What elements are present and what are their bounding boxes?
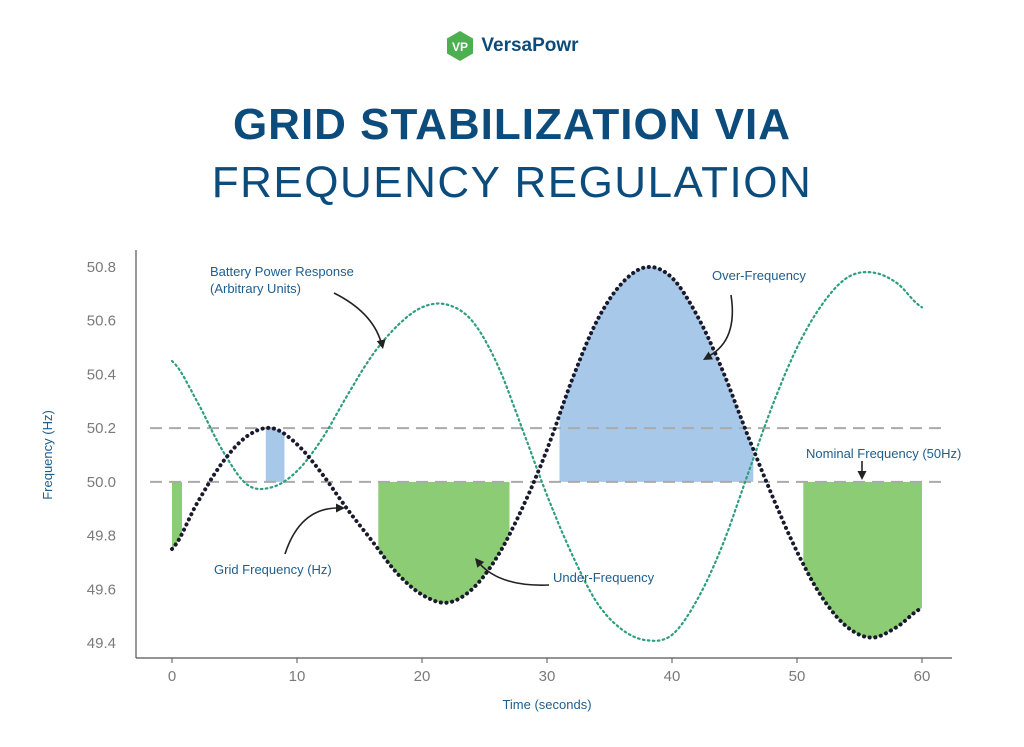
series-lines bbox=[170, 264, 924, 642]
nominal-arrowhead bbox=[857, 471, 867, 480]
battery-response-line bbox=[170, 271, 924, 642]
page-title-line-1: GRID STABILIZATION VIA bbox=[232, 100, 792, 149]
annotations: Battery Power Response (Arbitrary Units) O… bbox=[210, 264, 961, 586]
page-title-line-2: FREQUENCY REGULATION bbox=[211, 158, 813, 207]
reference-lines bbox=[150, 427, 948, 483]
under-arrow-line bbox=[478, 562, 550, 586]
y-tick-label: 49.8 bbox=[87, 528, 116, 545]
chart-axes: 50.8 50.6 50.4 50.2 50.0 49.8 49.6 49.4 0 10 20 30 4… bbox=[40, 250, 952, 712]
annotation-battery: (Arbitrary Units) bbox=[210, 281, 301, 296]
over-arrow-line bbox=[708, 294, 734, 357]
annotation-nominal: Nominal Frequency (50Hz) bbox=[806, 446, 961, 461]
y-tick-label: 50.0 bbox=[87, 474, 116, 491]
x-tick-label: 40 bbox=[664, 668, 681, 685]
under-arrowhead bbox=[475, 558, 485, 568]
under-frequency-region-2 bbox=[378, 481, 510, 603]
grid-arrowhead bbox=[336, 503, 345, 513]
over-frequency-region-1 bbox=[265, 427, 285, 482]
x-tick-label: 60 bbox=[914, 668, 931, 685]
y-tick-label: 50.6 bbox=[87, 313, 116, 330]
y-axis-title: Frequency (Hz) bbox=[40, 410, 55, 500]
x-tick-label: 0 bbox=[168, 668, 176, 685]
annotation-battery: Battery Power Response bbox=[210, 264, 354, 279]
battery-arrow-line bbox=[333, 292, 382, 343]
under-frequency-region-0 bbox=[172, 481, 182, 549]
annotation-over: Over-Frequency bbox=[712, 268, 806, 283]
logo-hexagon-icon: VP bbox=[447, 31, 474, 61]
x-axis-title: Time (seconds) bbox=[502, 697, 591, 712]
battery-arrowhead bbox=[376, 339, 386, 349]
y-tick-label: 50.4 bbox=[87, 366, 116, 383]
y-tick-label: 49.6 bbox=[87, 581, 116, 598]
y-tick-label: 49.4 bbox=[87, 635, 116, 652]
y-tick-label: 50.8 bbox=[87, 259, 116, 276]
x-tick-label: 50 bbox=[789, 668, 806, 685]
svg-text:VP: VP bbox=[452, 40, 468, 54]
x-tick-label: 30 bbox=[539, 668, 556, 685]
under-frequency-region-4 bbox=[803, 481, 922, 638]
grid-frequency-line bbox=[170, 264, 924, 640]
over-arrowhead bbox=[703, 351, 714, 360]
annotation-under: Under-Frequency bbox=[553, 570, 655, 585]
grid-arrow-line bbox=[284, 507, 339, 555]
x-tick-label: 10 bbox=[289, 668, 306, 685]
brand-logo: VP VersaPowr bbox=[0, 30, 1024, 62]
y-tick-label: 50.2 bbox=[87, 420, 116, 437]
brand-name: VersaPowr bbox=[481, 35, 579, 56]
x-tick-label: 20 bbox=[414, 668, 431, 685]
annotation-grid: Grid Frequency (Hz) bbox=[214, 562, 332, 577]
